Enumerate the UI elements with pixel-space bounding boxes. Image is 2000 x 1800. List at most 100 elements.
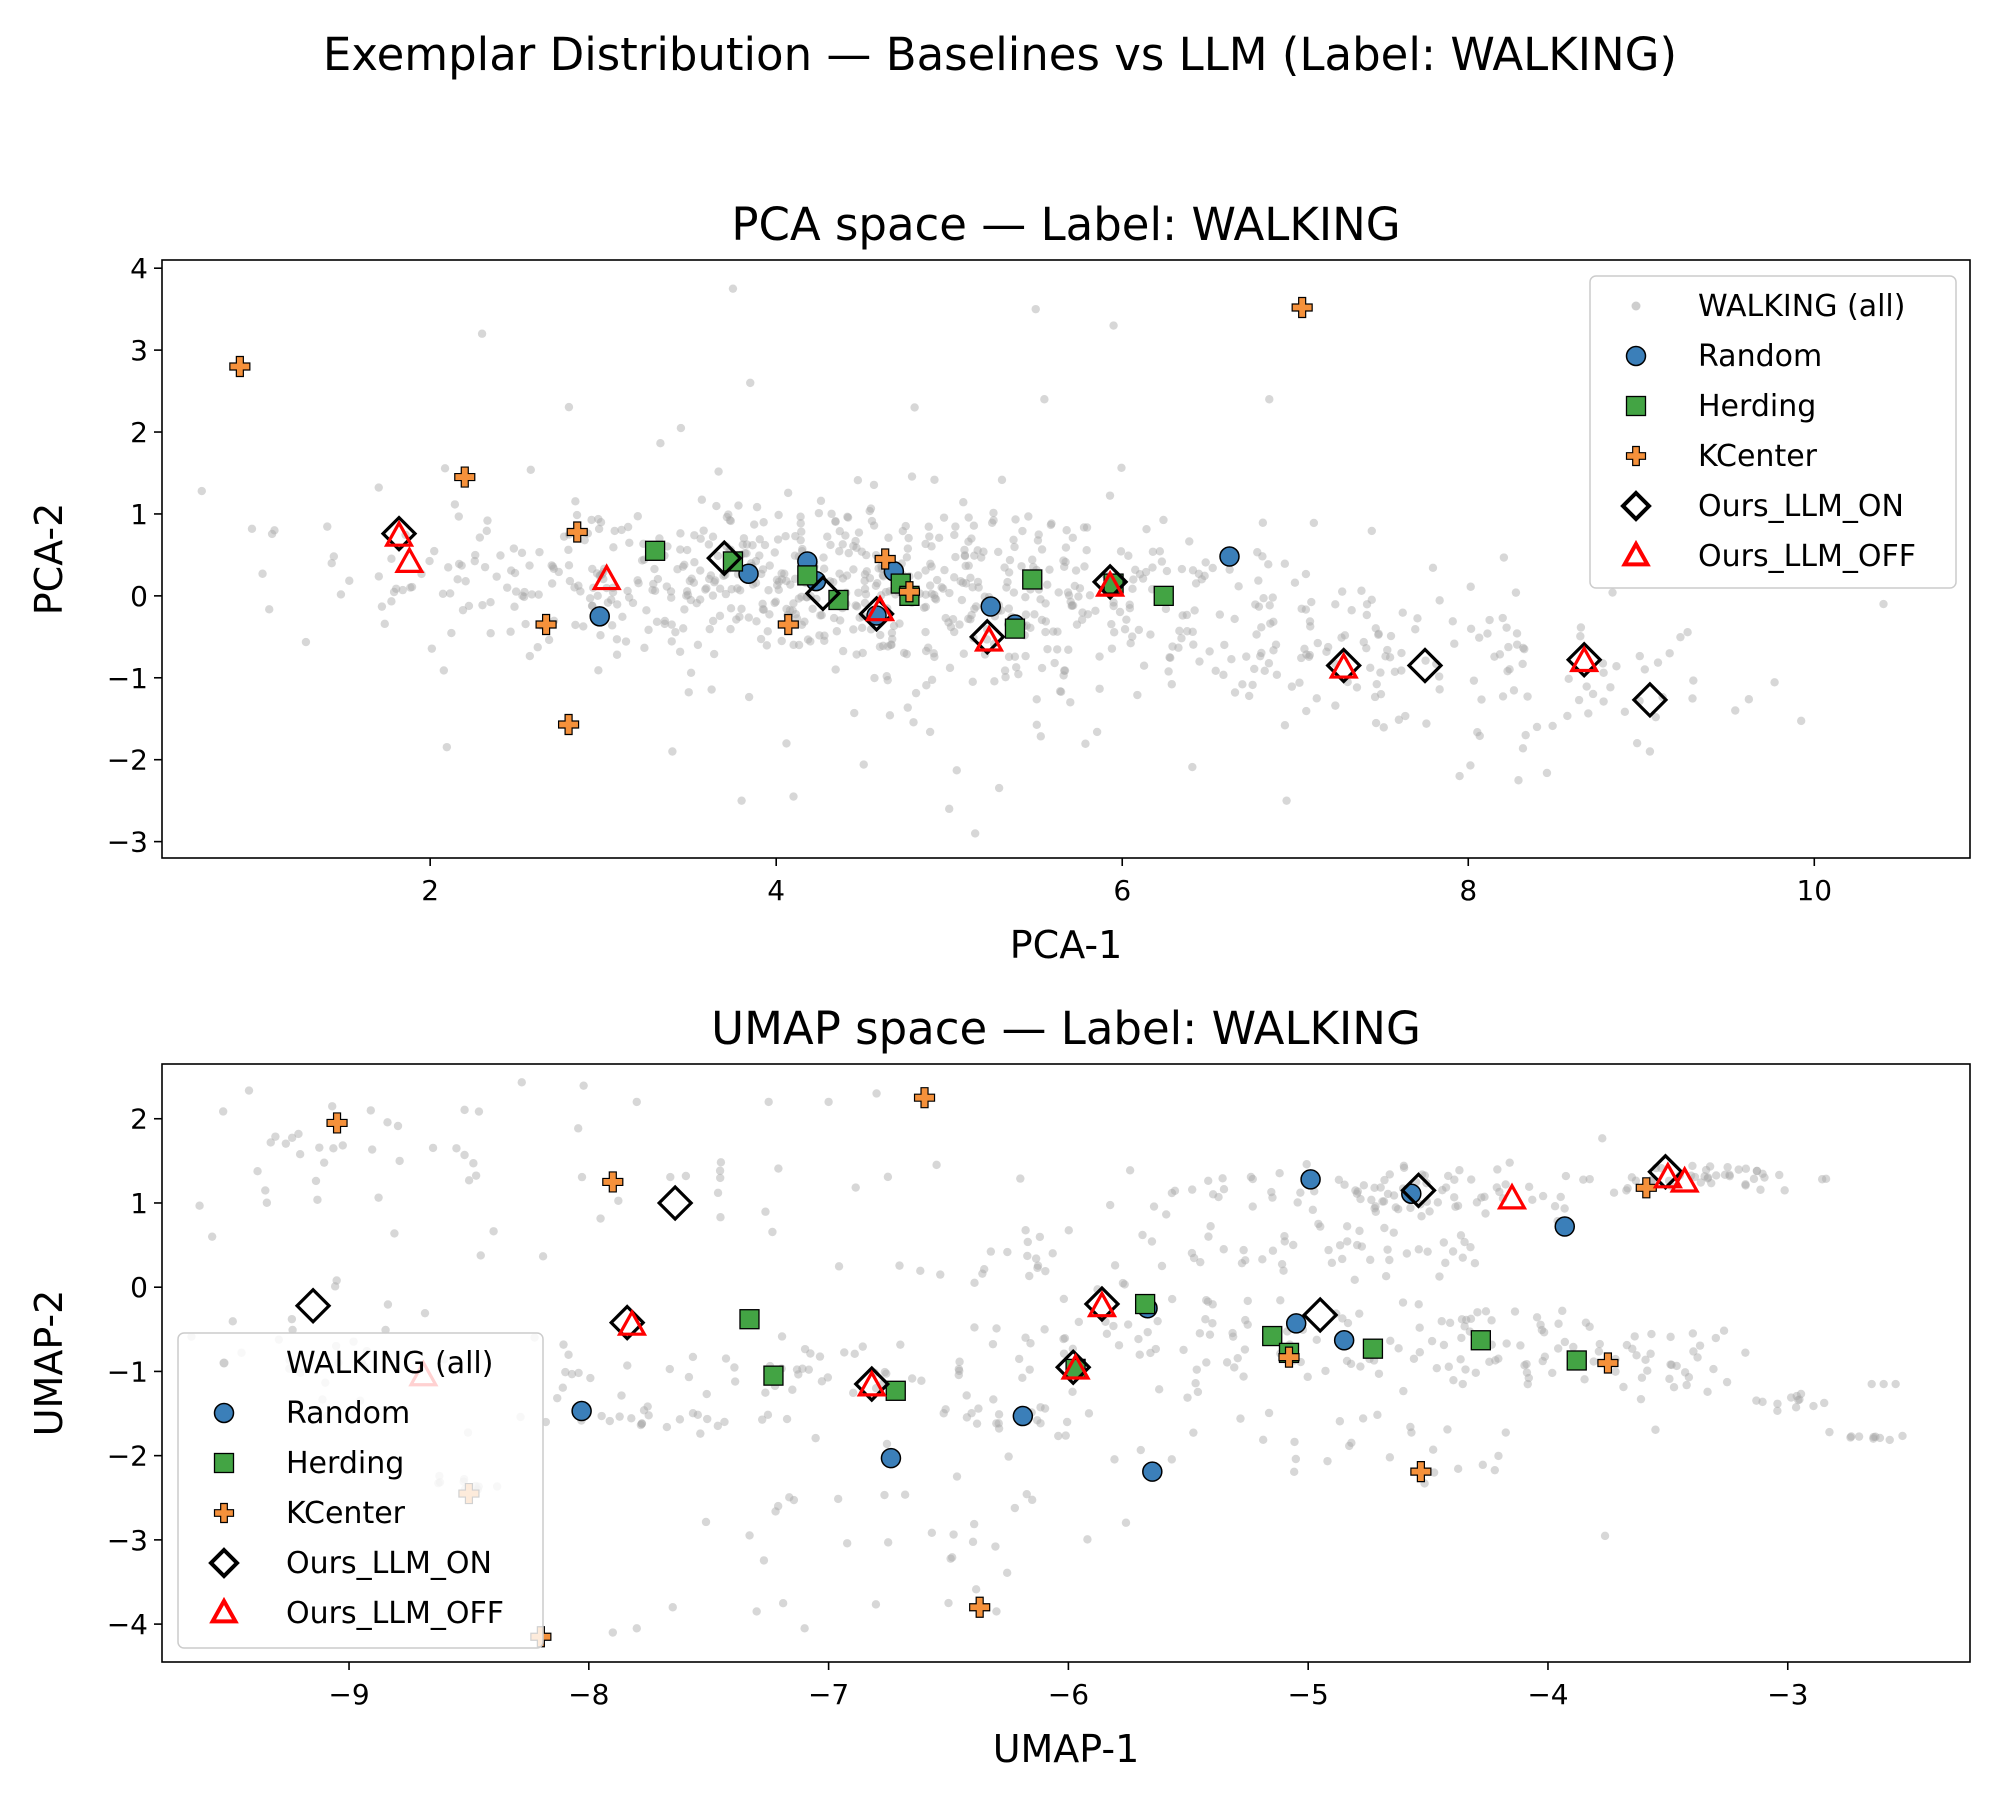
legend-label-random: Random [1698, 339, 1822, 374]
background-point [1548, 721, 1557, 731]
background-point [968, 1537, 978, 1547]
background-point [842, 571, 852, 580]
background-point [1110, 1455, 1119, 1464]
background-point [961, 579, 971, 588]
background-point [338, 1141, 347, 1150]
background-point [1523, 1379, 1532, 1389]
background-point [1773, 1399, 1782, 1408]
herding-point [763, 1365, 784, 1386]
background-point [393, 1121, 403, 1131]
background-point [313, 1195, 322, 1204]
background-point [1170, 1186, 1180, 1195]
background-point [389, 587, 399, 597]
background-point [762, 641, 772, 650]
background-point [1357, 586, 1366, 595]
background-point [1370, 1204, 1379, 1213]
background-point [637, 1419, 646, 1429]
background-point [827, 509, 836, 519]
background-point [1114, 1341, 1124, 1350]
background-point [1241, 1315, 1250, 1325]
background-point [1398, 608, 1407, 617]
background-point [1179, 1345, 1188, 1355]
background-point [895, 1261, 904, 1270]
background-point [1817, 1175, 1827, 1184]
background-point [1417, 1212, 1426, 1221]
background-point [1271, 640, 1281, 649]
background-point [1665, 649, 1674, 658]
background-point [1167, 1188, 1177, 1198]
background-point [1188, 627, 1197, 637]
background-point [1124, 551, 1133, 560]
background-point [1444, 1362, 1453, 1371]
background-point [1819, 1398, 1829, 1408]
pca-panel: PCA space — Label: WALKING 2 4 6 8 10 −3 −2 −1 0 1… [27, 198, 1971, 967]
background-point [958, 578, 968, 587]
background-point [1077, 615, 1087, 624]
background-point [850, 1349, 859, 1359]
background-point [564, 545, 573, 555]
kcenter-point [898, 581, 921, 603]
background-point [774, 585, 783, 595]
background-point [902, 553, 912, 562]
background-point [288, 1325, 297, 1335]
background-point [644, 625, 653, 635]
background-point [1676, 632, 1685, 642]
plot-frame [161, 1063, 1971, 1663]
background-point [688, 1352, 698, 1362]
background-point [1109, 598, 1118, 607]
background-point [1148, 563, 1157, 572]
background-point [1483, 629, 1492, 638]
background-point [1085, 591, 1095, 600]
background-point [1383, 1189, 1393, 1199]
background-point [1353, 1187, 1363, 1196]
background-point [1444, 1171, 1453, 1181]
background-point [605, 1416, 614, 1426]
background-point [689, 578, 699, 587]
background-point [1553, 1344, 1563, 1353]
background-point [673, 565, 682, 574]
background-point [781, 532, 790, 541]
background-point [941, 613, 950, 623]
x-tick-label: 8 [1459, 874, 1477, 907]
background-point [716, 1173, 725, 1183]
background-point [1225, 565, 1234, 574]
background-point [1060, 666, 1070, 675]
background-point [1867, 1379, 1876, 1389]
background-point [1338, 1254, 1347, 1264]
background-point [655, 534, 664, 543]
background-point [921, 566, 930, 575]
ours-llm-off-point [1095, 569, 1126, 597]
background-point [1720, 1170, 1730, 1180]
background-point [696, 1429, 705, 1438]
background-point [1409, 1354, 1419, 1363]
background-point [964, 537, 973, 546]
background-point [1450, 639, 1459, 648]
background-point [1251, 600, 1260, 609]
background-point [511, 587, 521, 596]
background-point [1576, 623, 1586, 632]
background-point [1280, 721, 1290, 730]
background-point [1264, 659, 1274, 668]
background-point [517, 1078, 526, 1087]
background-point [1060, 666, 1069, 675]
background-point [1191, 579, 1201, 588]
background-point [838, 646, 848, 656]
background-point [955, 620, 964, 629]
background-point [489, 1227, 498, 1236]
background-point [964, 561, 973, 570]
background-point [1159, 515, 1168, 525]
background-point [1502, 1339, 1511, 1348]
background-point [1254, 602, 1264, 611]
background-point [992, 1607, 1001, 1616]
background-point [699, 526, 708, 535]
background-point [1064, 591, 1074, 600]
background-point [1258, 1255, 1267, 1264]
background-point [474, 1107, 484, 1116]
background-point [262, 1198, 272, 1207]
background-point [1258, 518, 1268, 527]
background-point [1532, 1313, 1542, 1322]
background-point [1115, 607, 1125, 617]
background-point [1869, 1432, 1878, 1442]
background-point [686, 668, 696, 677]
kcenter-point [969, 1596, 991, 1618]
